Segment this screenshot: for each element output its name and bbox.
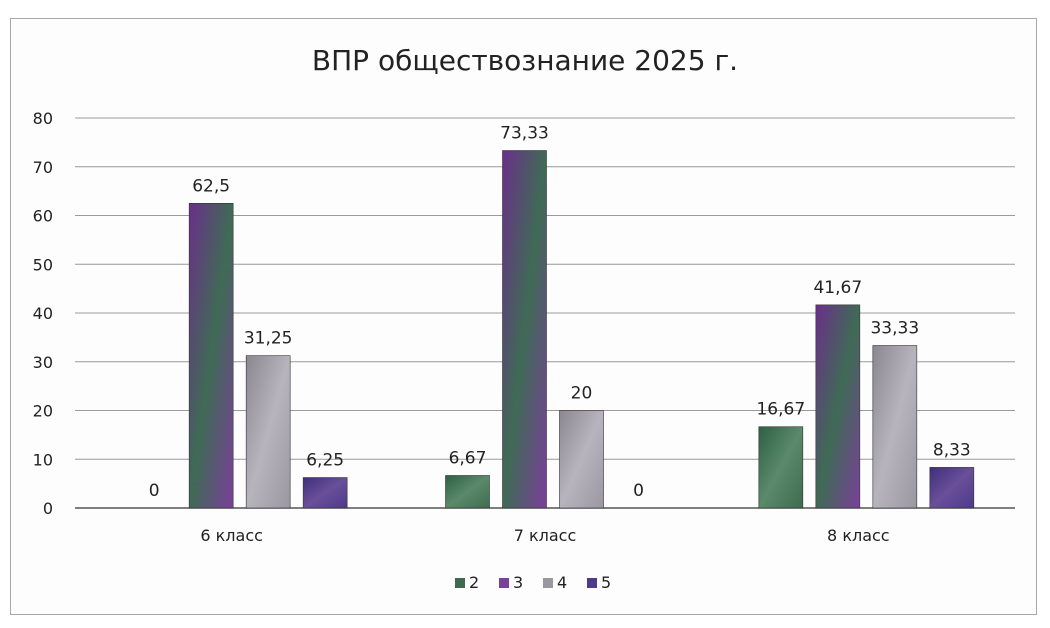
data-label: 8,33 xyxy=(933,440,971,460)
bar-series-4 xyxy=(559,410,604,509)
data-label: 0 xyxy=(149,481,160,501)
data-label: 6,25 xyxy=(306,451,344,471)
category-label: 8 класс xyxy=(827,526,890,545)
legend-label: 4 xyxy=(557,573,567,592)
legend-label: 2 xyxy=(469,573,479,592)
bar-series-2 xyxy=(445,475,490,509)
bar-series-3 xyxy=(502,150,547,509)
y-tick-label: 80 xyxy=(33,109,53,128)
legend-swatch xyxy=(499,578,509,588)
y-tick-label: 0 xyxy=(43,499,53,518)
category-label: 7 класс xyxy=(514,526,577,545)
legend-swatch xyxy=(587,578,597,588)
y-tick-label: 50 xyxy=(33,255,53,274)
data-label: 33,33 xyxy=(870,319,919,339)
y-tick-label: 10 xyxy=(33,450,53,469)
bar-series-5 xyxy=(929,467,975,509)
bar-series-2 xyxy=(758,426,804,509)
data-label: 16,67 xyxy=(756,400,805,420)
y-tick-label: 70 xyxy=(33,158,53,177)
y-tick-label: 30 xyxy=(33,353,53,372)
y-tick-label: 40 xyxy=(33,304,53,323)
data-label: 31,25 xyxy=(244,329,293,349)
bar-series-4 xyxy=(872,345,918,509)
category-label: 6 класс xyxy=(200,526,263,545)
legend-label: 5 xyxy=(601,573,611,592)
bar-series-3 xyxy=(188,203,234,509)
bar-series-5 xyxy=(302,477,348,509)
bar-series-3 xyxy=(815,304,861,509)
data-label: 20 xyxy=(571,384,593,404)
data-label: 62,5 xyxy=(192,176,230,196)
legend-label: 3 xyxy=(513,573,523,592)
chart-title: ВПР обществознание 2025 г. xyxy=(312,44,738,77)
data-label: 41,67 xyxy=(813,278,862,298)
legend-swatch xyxy=(543,578,553,588)
legend-swatch xyxy=(455,578,465,588)
data-label: 6,67 xyxy=(449,448,487,468)
bar-series-4 xyxy=(245,355,291,509)
data-label: 73,33 xyxy=(500,124,549,144)
data-label: 0 xyxy=(633,481,644,501)
y-tick-label: 60 xyxy=(33,207,53,226)
y-tick-label: 20 xyxy=(33,402,53,421)
